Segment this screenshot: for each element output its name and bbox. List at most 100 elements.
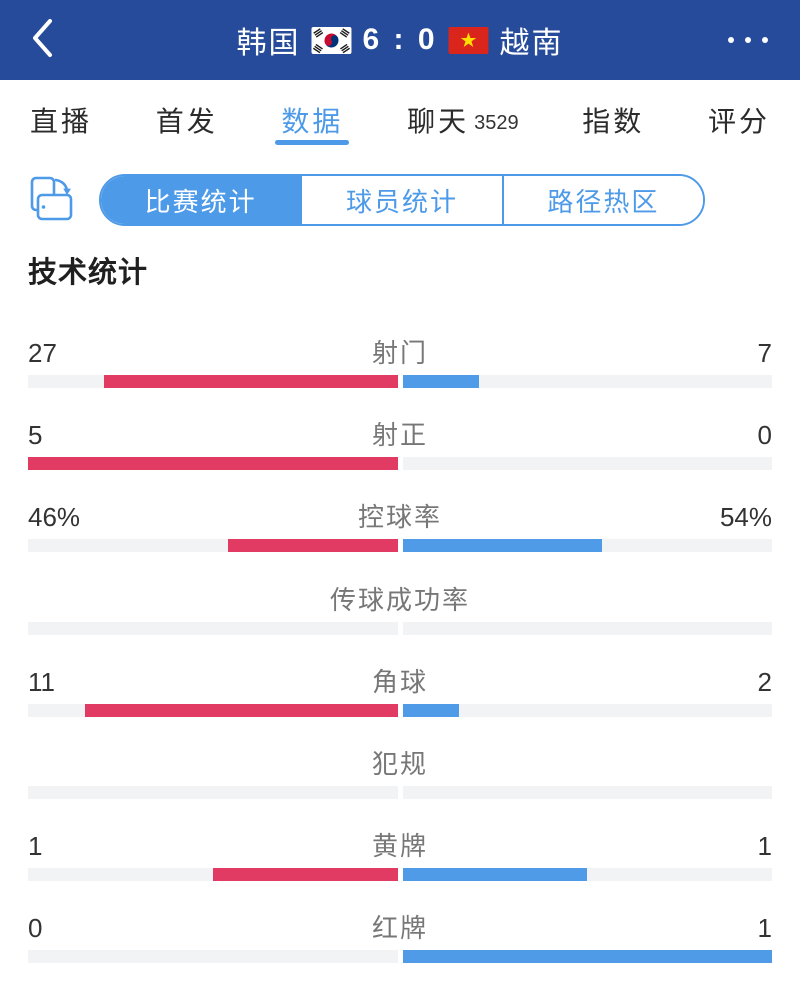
stat-row: 5 射正 0 [28,422,772,504]
match-title: 韩国 [236,0,563,80]
south-korea-flag-icon [311,26,352,54]
stat-home-value: 46% [28,502,81,533]
tab-live[interactable]: 直播 [30,80,92,160]
active-tab-underline [275,140,350,145]
ellipsis-icon [728,37,734,43]
stat-bar [28,703,772,717]
vietnam-flag-icon [448,26,489,54]
stat-home-value: 27 [28,338,57,368]
segment-label: 球员统计 [345,186,458,217]
stat-line: 5 射正 0 [28,422,772,448]
chevron-left-icon [29,17,55,64]
stat-bar [28,457,772,471]
stat-bar-away [402,375,479,388]
segment-label: 比赛统计 [144,186,257,217]
stat-bar-home [84,703,398,717]
stat-bar [28,785,772,799]
tab-rating[interactable]: 评分 [708,80,770,160]
stat-bar-home [212,868,398,882]
header: 韩国 [0,0,800,80]
stat-label: 传球成功率 [330,584,471,615]
stat-label: 黄牌 [372,831,429,862]
stat-bar-away-track [402,703,772,717]
stat-bar-home-track [28,703,398,717]
stat-bar-home-track [28,868,398,882]
stat-bar-away-track [402,785,772,799]
segment-path-heatmap[interactable]: 路径热区 [501,176,703,224]
tab-data[interactable]: 数据 [275,80,350,160]
stat-row: 犯规 [28,751,772,833]
stat-row: 传球成功率 [28,587,772,669]
stat-bar [28,375,772,388]
away-team-name: 越南 [499,27,564,60]
stat-bar [28,868,772,882]
stat-away-value: 1 [757,913,773,944]
section-title: 技术统计 [28,257,149,289]
stat-home-value: 11 [28,666,55,697]
stat-bar-home [28,457,398,471]
stat-away-value: 1 [757,831,773,862]
stat-bar-home-track [28,375,398,388]
tab-label: 聊天 [407,106,470,137]
tab-label: 直播 [30,106,93,137]
stat-row: 1 黄牌 1 [28,833,772,915]
tab-odds[interactable]: 指数 [582,80,644,160]
stat-bar-home-track [28,457,398,471]
stat-home-value: 1 [28,831,43,862]
stat-away-value: 0 [757,420,773,451]
stat-bar-home-track [28,621,398,635]
stat-bar-home-track [28,539,398,553]
stat-line: 传球成功率 [28,587,772,613]
stat-line: 犯规 [28,751,772,777]
stat-bar-away-track [402,868,772,882]
stats-list: 27 射门 7 5 射正 0 [0,340,800,998]
tab-label: 首发 [155,106,218,137]
tab-label: 评分 [707,106,770,137]
stat-row: 27 射门 7 [28,340,772,422]
stat-line: 46% 控球率 54% [28,504,772,530]
stat-bar-home [227,539,398,553]
more-button[interactable] [718,0,778,80]
stat-label: 红牌 [372,913,429,944]
stat-bar-away-track [402,375,772,388]
stat-line: 27 射门 7 [28,340,772,366]
stat-line: 0 红牌 1 [28,915,772,941]
stat-home-value: 5 [28,420,43,451]
score-text: 6 : 0 [362,23,438,56]
rotate-screen-icon[interactable] [28,175,74,225]
tab-lineup[interactable]: 首发 [156,80,218,160]
segment-match-stats[interactable]: 比赛统计 [101,176,301,224]
stat-bar [28,621,772,635]
stat-bar-away-track [402,621,772,635]
stat-bar-away [402,539,603,553]
stats-segmented-control: 比赛统计 球员统计 路径热区 [99,174,705,226]
tab-label: 指数 [582,106,645,137]
stat-label: 射正 [372,420,429,451]
stat-row: 0 红牌 1 [28,915,772,997]
stat-bar [28,950,772,964]
stat-bar-away-track [402,950,772,964]
tab-chat[interactable]: 聊天 3529 [407,80,519,160]
back-button[interactable] [18,0,66,80]
subtab-row: 比赛统计 球员统计 路径热区 [0,160,800,240]
stat-bar-away [402,868,588,882]
stat-label: 角球 [372,666,429,697]
main-tabbar: 直播 首发 数据 聊天 3529 指数 评分 [0,80,800,160]
stat-line: 1 黄牌 1 [28,833,772,859]
stat-line: 11 角球 2 [28,669,772,695]
stat-bar-away [402,950,772,964]
stat-row: 46% 控球率 54% [28,504,772,586]
stat-away-value: 54% [719,502,773,533]
tab-label: 数据 [281,106,344,137]
stat-bar-home [104,375,398,388]
stat-away-value: 7 [757,338,773,368]
stat-bar [28,539,772,553]
stat-bar-away [402,703,460,717]
stat-label: 射门 [372,338,429,368]
segment-player-stats[interactable]: 球员统计 [300,176,502,224]
stat-away-value: 2 [757,666,773,697]
stat-home-value: 0 [28,913,43,944]
stat-bar-home-track [28,785,398,799]
segment-label: 路径热区 [547,186,660,217]
